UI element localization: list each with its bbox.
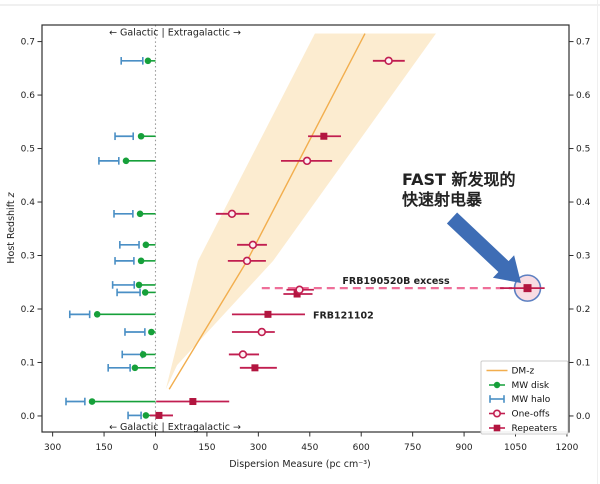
plot-area: 300 150 0 150 300 450 600 750 900 1050 1200 0.0 0.0 0… — [21, 25, 591, 453]
x-tick-label: 150 — [95, 443, 112, 453]
mw-disk-point — [135, 281, 143, 289]
y-tick-label-right: 0.5 — [576, 145, 590, 155]
legend: DM-z MW disk MW halo One-offs Repeaters — [480, 360, 569, 435]
legend-box — [480, 360, 569, 435]
legend-label-dmz: DM-z — [512, 367, 535, 377]
repeater-point — [155, 411, 163, 419]
mw-disk-point — [144, 57, 152, 65]
y-tick-label-left: 0.3 — [21, 252, 35, 262]
y-tick-label-right: 0.6 — [576, 91, 591, 101]
y-tick-label-left: 0.4 — [21, 198, 36, 208]
dm-z-uncertainty-band — [165, 33, 436, 390]
mw-disk-point — [141, 289, 149, 296]
x-tick-label: 0 — [153, 443, 159, 453]
galactic-extragalactic-top-label: ← Galactic | Extragalactic → — [109, 28, 241, 39]
plot-frame — [41, 24, 570, 433]
legend-label-mw-disk: MW disk — [512, 381, 550, 391]
y-tick-label-right: 0.0 — [576, 412, 591, 422]
y-tick-label-left: 0.6 — [21, 91, 36, 101]
x-tick-label: 600 — [353, 443, 370, 453]
mw-disk-point — [142, 241, 150, 249]
mw-disk-point — [148, 328, 155, 336]
x-axis-label: Dispersion Measure (pc cm⁻³) — [229, 459, 371, 470]
legend-mw-disk-dot-icon — [493, 381, 501, 389]
mw-disk-point — [131, 364, 139, 372]
one-off-point — [242, 256, 252, 266]
x-tick-label: 150 — [198, 443, 215, 453]
repeater-point — [320, 132, 328, 140]
x-tick-label: 900 — [455, 443, 472, 453]
fast-annotation-line1: FAST 新发现的 — [402, 170, 516, 189]
galactic-extragalactic-bottom-label: ← Galactic | Extragalactic → — [109, 422, 241, 433]
one-off-point — [227, 209, 237, 218]
one-off-point — [248, 240, 258, 250]
repeater-point — [189, 398, 197, 406]
y-tick-label-right: 0.7 — [576, 38, 590, 48]
legend-oneoff-circle-icon — [492, 409, 501, 418]
one-off-point — [384, 56, 393, 66]
x-tick-label: 300 — [44, 443, 61, 453]
mw-disk-point — [122, 157, 130, 165]
mw-disk-point — [139, 351, 147, 358]
y-tick-label-left: 0.2 — [21, 305, 35, 315]
y-tick-label-left: 0.7 — [21, 38, 35, 48]
one-off-point — [238, 350, 248, 359]
mw-disk-point — [136, 210, 144, 218]
x-tick-label: 1200 — [555, 443, 578, 453]
frb190520b-excess-label: FRB190520B excess — [342, 276, 450, 287]
fast-annotation-line2: 快速射电暴 — [402, 190, 483, 209]
one-off-point — [302, 156, 312, 166]
mw-disk-point — [137, 132, 145, 140]
highlight-arrow-icon — [446, 212, 521, 283]
x-tick-label: 450 — [301, 443, 318, 453]
y-tick-label-right: 0.1 — [576, 358, 590, 368]
x-tick-label: 750 — [404, 443, 421, 453]
mw-disk-point — [137, 257, 145, 265]
annotation-layer: ← Galactic | Extragalactic → ← Galactic … — [6, 28, 516, 471]
one-off-point — [257, 327, 266, 337]
y-tick-label-right: 0.2 — [576, 305, 590, 315]
mw-disk-point — [142, 412, 150, 419]
y-tick-label-left: 0.0 — [21, 412, 36, 422]
mw-disk-point — [88, 398, 96, 405]
repeater-point — [264, 310, 272, 318]
x-tick-label: 300 — [250, 443, 267, 453]
legend-label-oneoffs: One-offs — [512, 410, 550, 420]
y-tick-label-right: 0.4 — [576, 198, 591, 208]
x-tick-label: 1050 — [504, 443, 527, 453]
y-tick-label-right: 0.3 — [576, 252, 590, 262]
y-tick-label-left: 0.5 — [21, 145, 35, 155]
repeater-point — [251, 364, 259, 372]
repeater-point — [293, 290, 301, 298]
legend-mw-halo-errorbar-icon — [489, 395, 505, 403]
mw-disk-point — [93, 311, 101, 318]
legend-repeater-square-icon — [493, 424, 501, 432]
frb121102-label: FRB121102 — [313, 311, 374, 322]
fast-frb-repeater-point — [523, 284, 532, 293]
one-off-point — [295, 285, 304, 294]
legend-label-mw-halo: MW halo — [512, 395, 551, 405]
y-tick-label-left: 0.1 — [21, 358, 35, 368]
y-axis-label: Host Redshift z — [6, 191, 17, 263]
legend-label-repeaters: Repeaters — [512, 424, 558, 434]
